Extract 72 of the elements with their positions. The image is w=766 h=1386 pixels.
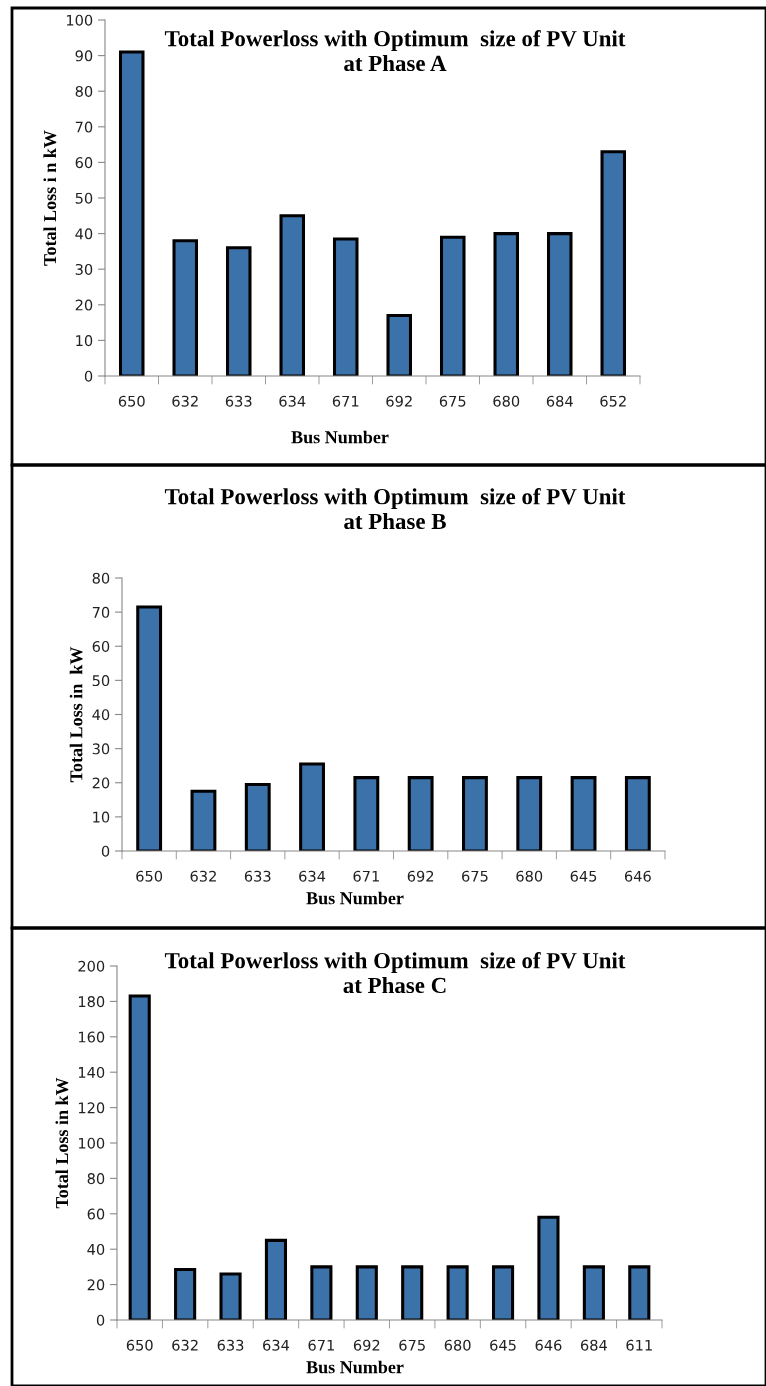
- y-tick-label: 180: [78, 996, 105, 1008]
- x-tick-label: 632: [172, 395, 198, 407]
- x-tick-label: 680: [444, 1339, 471, 1351]
- y-tick-label: 40: [92, 709, 110, 721]
- x-axis-title: Bus Number: [291, 430, 389, 444]
- chart-title: Total Powerloss with Optimum size of PV Unit at Phase C: [164, 952, 626, 994]
- y-tick-label: 20: [92, 777, 110, 789]
- x-tick-label: 671: [308, 1339, 334, 1351]
- y-tick-label: 100: [78, 1137, 105, 1149]
- x-tick-label: 632: [190, 870, 216, 882]
- y-tick-label: 120: [78, 1102, 105, 1114]
- x-tick-label: 675: [462, 870, 488, 882]
- y-tick-label: 80: [92, 572, 110, 584]
- x-tick-label: 633: [217, 1339, 244, 1351]
- text: Total Powerloss with Optimum size of PV Unit at Phase A: [164, 30, 626, 72]
- y-tick-label: 90: [75, 50, 93, 62]
- x-tick-label: 634: [299, 870, 326, 882]
- y-tick-label: 30: [92, 743, 110, 755]
- y-tick-label: 200: [78, 960, 105, 972]
- chart-title: Total Powerloss with Optimum size of PV Unit at Phase B: [164, 488, 626, 530]
- y-tick-label: 70: [92, 606, 110, 618]
- x-tick-label: 634: [263, 1339, 290, 1351]
- x-tick-label: 646: [624, 870, 651, 882]
- y-tick-label: 60: [75, 157, 93, 169]
- x-tick-label: 611: [626, 1339, 652, 1351]
- y-tick-label: 10: [93, 811, 110, 823]
- x-tick-label: 680: [516, 870, 543, 882]
- x-tick-label: 633: [244, 870, 271, 882]
- x-tick-label: 671: [332, 395, 359, 407]
- y-tick-label: 140: [78, 1066, 105, 1078]
- x-tick-label: 650: [126, 1339, 153, 1351]
- y-tick-label: 40: [75, 228, 93, 240]
- x-tick-label: 680: [493, 395, 520, 407]
- y-tick-label: 50: [75, 192, 93, 204]
- y-tick-label: 100: [66, 14, 93, 26]
- x-tick-label: 645: [570, 870, 597, 882]
- y-tick-label: 60: [87, 1208, 105, 1220]
- x-tick-label: 675: [399, 1339, 425, 1351]
- x-tick-label: 632: [172, 1339, 198, 1351]
- y-tick-label: 0: [96, 1314, 105, 1326]
- x-tick-label: 633: [225, 395, 252, 407]
- y-axis-title: Total Loss i n kW: [43, 130, 57, 266]
- x-tick-label: 645: [490, 1339, 516, 1351]
- y-tick-label: 30: [75, 263, 93, 275]
- x-tick-label: 652: [600, 395, 626, 407]
- y-tick-label: 20: [87, 1279, 105, 1291]
- y-tick-label: 0: [101, 845, 110, 857]
- y-tick-label: 80: [87, 1173, 105, 1185]
- y-tick-label: 40: [87, 1243, 105, 1255]
- y-tick-label: 50: [92, 675, 110, 687]
- y-axis-title: Total Loss in kW: [69, 646, 83, 783]
- y-tick-label: 20: [75, 299, 93, 311]
- y-tick-label: 60: [92, 640, 110, 652]
- x-tick-label: 692: [353, 1339, 380, 1351]
- y-axis-title: Total Loss in kW: [55, 1077, 69, 1209]
- x-tick-label: 684: [580, 1339, 607, 1351]
- y-tick-label: 10: [76, 335, 93, 347]
- x-tick-label: 650: [136, 870, 163, 882]
- x-tick-label: 684: [546, 395, 573, 407]
- x-tick-label: 650: [118, 395, 145, 407]
- x-tick-label: 692: [386, 395, 412, 407]
- x-tick-label: 646: [535, 1339, 562, 1351]
- x-tick-label: 634: [279, 395, 306, 407]
- y-tick-label: 160: [78, 1031, 105, 1043]
- y-tick-label: 80: [75, 85, 93, 97]
- y-tick-label: 0: [84, 370, 93, 382]
- y-tick-label: 70: [75, 121, 93, 133]
- x-tick-label: 675: [439, 395, 466, 407]
- x-axis-title: Bus Number: [306, 891, 404, 905]
- x-tick-label: 671: [353, 870, 379, 882]
- x-axis-title: Bus Number: [306, 1360, 404, 1374]
- x-tick-label: 692: [407, 870, 434, 882]
